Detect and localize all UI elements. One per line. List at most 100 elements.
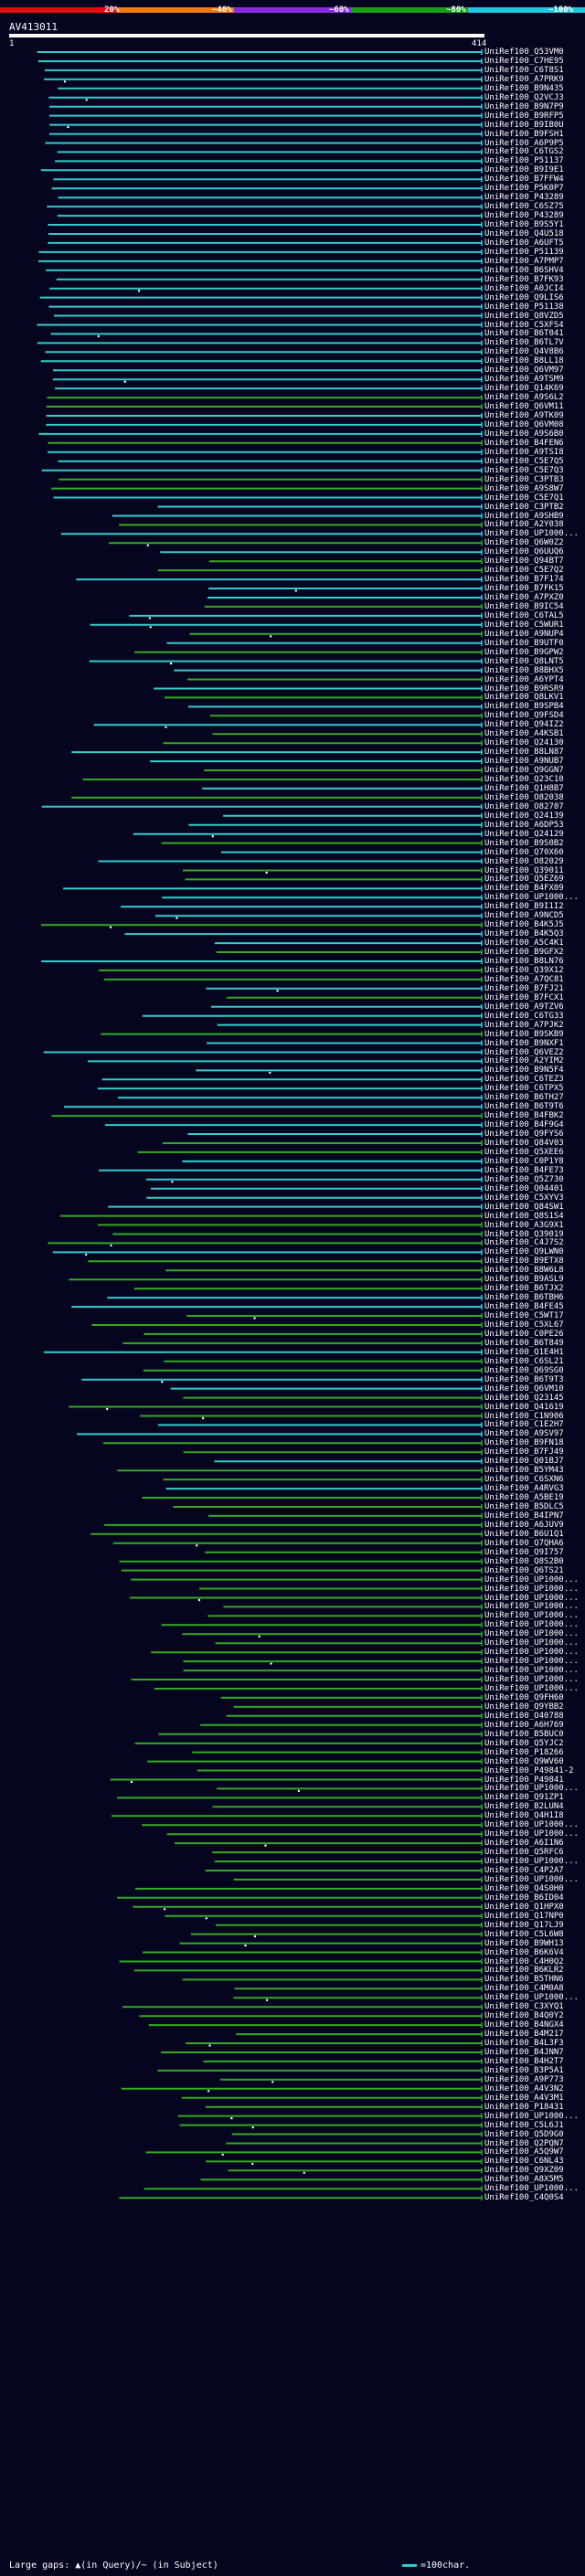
hit-label[interactable]: UniRef100_B9N7P9: [484, 101, 564, 111]
hit-label[interactable]: UniRef100_A6I1N6: [484, 1839, 564, 1849]
hit-label[interactable]: UniRef100_Q8VZD5: [484, 311, 564, 321]
hit-label[interactable]: UniRef100_Q1H8B7: [484, 783, 564, 793]
hit-label[interactable]: UniRef100_O82707: [484, 801, 564, 811]
hit-label[interactable]: UniRef100_C4M0A8: [484, 1984, 564, 1994]
hit-label[interactable]: UniRef100_B7FCX1: [484, 992, 564, 1002]
hit-label[interactable]: UniRef100_B9I9E1: [484, 165, 564, 175]
hit-label[interactable]: UniRef100_B4FE73: [484, 1165, 564, 1175]
hit-label[interactable]: UniRef100_B9FSH1: [484, 129, 564, 139]
hit-label[interactable]: UniRef100_C5E7Q2: [484, 566, 564, 576]
hit-label[interactable]: UniRef100_B4F9G4: [484, 1120, 564, 1130]
hit-label[interactable]: UniRef100_B3P5A1: [484, 2065, 564, 2075]
hit-label[interactable]: UniRef100_A9TZV6: [484, 1002, 564, 1012]
hit-label[interactable]: UniRef100_B6U1Q1: [484, 1529, 564, 1539]
hit-label[interactable]: UniRef100_C5WUR1: [484, 620, 564, 630]
hit-label[interactable]: UniRef100_B9ASL9: [484, 1275, 564, 1285]
hit-label[interactable]: UniRef100_UP1000...: [484, 1829, 579, 1839]
hit-label[interactable]: UniRef100_B8LN87: [484, 747, 564, 758]
hit-label[interactable]: UniRef100_A6YPT4: [484, 674, 564, 684]
hit-label[interactable]: UniRef100_C6SXN6: [484, 1475, 564, 1485]
hit-label[interactable]: UniRef100_A9TK09: [484, 411, 564, 420]
hit-label[interactable]: UniRef100_Q04401: [484, 1183, 564, 1193]
hit-label[interactable]: UniRef100_A4V3M1: [484, 2093, 564, 2103]
hit-label[interactable]: UniRef100_Q5EZ69: [484, 875, 564, 885]
hit-label[interactable]: UniRef100_Q69SG0: [484, 1365, 564, 1375]
hit-label[interactable]: UniRef100_Q2VCJ3: [484, 92, 564, 102]
hit-label[interactable]: UniRef100_UP1000...: [484, 1675, 579, 1684]
hit-label[interactable]: UniRef100_Q9I757: [484, 1547, 564, 1557]
hit-label[interactable]: UniRef100_Q9WV60: [484, 1756, 564, 1766]
hit-label[interactable]: UniRef100_C6TPX5: [484, 1084, 564, 1094]
hit-label[interactable]: UniRef100_A9S6B0: [484, 429, 564, 439]
hit-label[interactable]: UniRef100_C5E7Q1: [484, 493, 564, 503]
hit-label[interactable]: UniRef100_UP1000...: [484, 529, 579, 539]
hit-label[interactable]: UniRef100_B6ID04: [484, 1892, 564, 1903]
hit-label[interactable]: UniRef100_A2Y038: [484, 520, 564, 530]
hit-label[interactable]: UniRef100_C5E7Q3: [484, 465, 564, 475]
hit-label[interactable]: UniRef100_A6JUV9: [484, 1520, 564, 1530]
hit-label[interactable]: UniRef100_B4JNN7: [484, 2048, 564, 2057]
hit-label[interactable]: UniRef100_B8BHX5: [484, 665, 564, 675]
hit-label[interactable]: UniRef100_Q9GGN7: [484, 766, 564, 775]
hit-label[interactable]: UniRef100_B4IPN7: [484, 1511, 564, 1521]
hit-label[interactable]: UniRef100_A8X5M5: [484, 2175, 564, 2185]
hit-label[interactable]: UniRef100_Q4U518: [484, 229, 564, 239]
hit-label[interactable]: UniRef100_B6TH27: [484, 1093, 564, 1103]
hit-label[interactable]: UniRef100_O82029: [484, 856, 564, 866]
hit-label[interactable]: UniRef100_C0P1Y8: [484, 1156, 564, 1166]
hit-label[interactable]: UniRef100_B5DLC5: [484, 1502, 564, 1511]
hit-label[interactable]: UniRef100_B6TL7V: [484, 338, 564, 348]
hit-label[interactable]: UniRef100_UP1000...: [484, 1666, 579, 1676]
hit-label[interactable]: UniRef100_Q17NP0: [484, 1911, 564, 1921]
hit-label[interactable]: UniRef100_Q6W0Z2: [484, 538, 564, 548]
hit-label[interactable]: UniRef100_Q17LJ9: [484, 1920, 564, 1930]
hit-label[interactable]: UniRef100_UP1000...: [484, 1620, 579, 1630]
hit-label[interactable]: UniRef100_C5WT17: [484, 1311, 564, 1320]
hit-label[interactable]: UniRef100_C4J7S2: [484, 1238, 564, 1248]
hit-label[interactable]: UniRef100_A9S8W7: [484, 483, 564, 493]
hit-label[interactable]: UniRef100_Q4V8B6: [484, 347, 564, 357]
hit-label[interactable]: UniRef100_B7FK93: [484, 274, 564, 284]
hit-label[interactable]: UniRef100_Q39X12: [484, 965, 564, 975]
hit-label[interactable]: UniRef100_A7PJK2: [484, 1020, 564, 1030]
hit-label[interactable]: UniRef100_A9S6L2: [484, 393, 564, 403]
hit-label[interactable]: UniRef100_UP1000...: [484, 1820, 579, 1830]
hit-label[interactable]: UniRef100_C4Q0S4: [484, 2193, 564, 2203]
hit-label[interactable]: UniRef100_A5BE19: [484, 1493, 564, 1502]
hit-label[interactable]: UniRef100_A6DP53: [484, 820, 564, 830]
hit-label[interactable]: UniRef100_C6SL21: [484, 1356, 564, 1366]
hit-label[interactable]: UniRef100_B9WH13: [484, 1938, 564, 1948]
hit-label[interactable]: UniRef100_B9NXF1: [484, 1038, 564, 1048]
hit-label[interactable]: UniRef100_B4FBK2: [484, 1111, 564, 1121]
hit-label[interactable]: UniRef100_B6KLR2: [484, 1966, 564, 1976]
hit-label[interactable]: UniRef100_B4FX09: [484, 884, 564, 894]
hit-label[interactable]: UniRef100_P18266: [484, 1747, 564, 1757]
hit-label[interactable]: UniRef100_Q7QHA6: [484, 1538, 564, 1548]
hit-label[interactable]: UniRef100_A4V3N2: [484, 2083, 564, 2094]
hit-label[interactable]: UniRef100_P49841-2: [484, 1765, 574, 1776]
hit-label[interactable]: UniRef100_Q5D9G0: [484, 2129, 564, 2139]
hit-label[interactable]: UniRef100_B4NGX4: [484, 2020, 564, 2030]
hit-label[interactable]: UniRef100_B9IC54: [484, 601, 564, 611]
hit-label[interactable]: UniRef100_C6SZ75: [484, 202, 564, 212]
hit-label[interactable]: UniRef100_Q23C10: [484, 775, 564, 784]
hit-label[interactable]: UniRef100_B9SKB9: [484, 1029, 564, 1039]
hit-label[interactable]: UniRef100_UP1000...: [484, 1993, 579, 2003]
hit-label[interactable]: UniRef100_P51139: [484, 247, 564, 257]
hit-label[interactable]: UniRef100_C1E2H7: [484, 1420, 564, 1430]
hit-label[interactable]: UniRef100_UP1000...: [484, 1574, 579, 1585]
hit-label[interactable]: UniRef100_Q24129: [484, 829, 564, 839]
hit-label[interactable]: UniRef100_UP1000...: [484, 1874, 579, 1884]
hit-label[interactable]: UniRef100_Q6VM10: [484, 1383, 564, 1394]
hit-label[interactable]: UniRef100_A7PMP7: [484, 256, 564, 266]
hit-label[interactable]: UniRef100_C0PE26: [484, 1329, 564, 1339]
hit-label[interactable]: UniRef100_C6TG33: [484, 1011, 564, 1021]
hit-label[interactable]: UniRef100_Q1HPX0: [484, 1902, 564, 1912]
hit-label[interactable]: UniRef100_B9GFX2: [484, 948, 564, 957]
hit-label[interactable]: UniRef100_Q5RFC6: [484, 1848, 564, 1858]
hit-label[interactable]: UniRef100_C7HE95: [484, 57, 564, 66]
hit-label[interactable]: UniRef100_Q8LKV1: [484, 693, 564, 703]
hit-label[interactable]: UniRef100_C3PTB2: [484, 502, 564, 512]
hit-label[interactable]: UniRef100_B9FN18: [484, 1438, 564, 1448]
hit-label[interactable]: UniRef100_B9RFP5: [484, 111, 564, 121]
